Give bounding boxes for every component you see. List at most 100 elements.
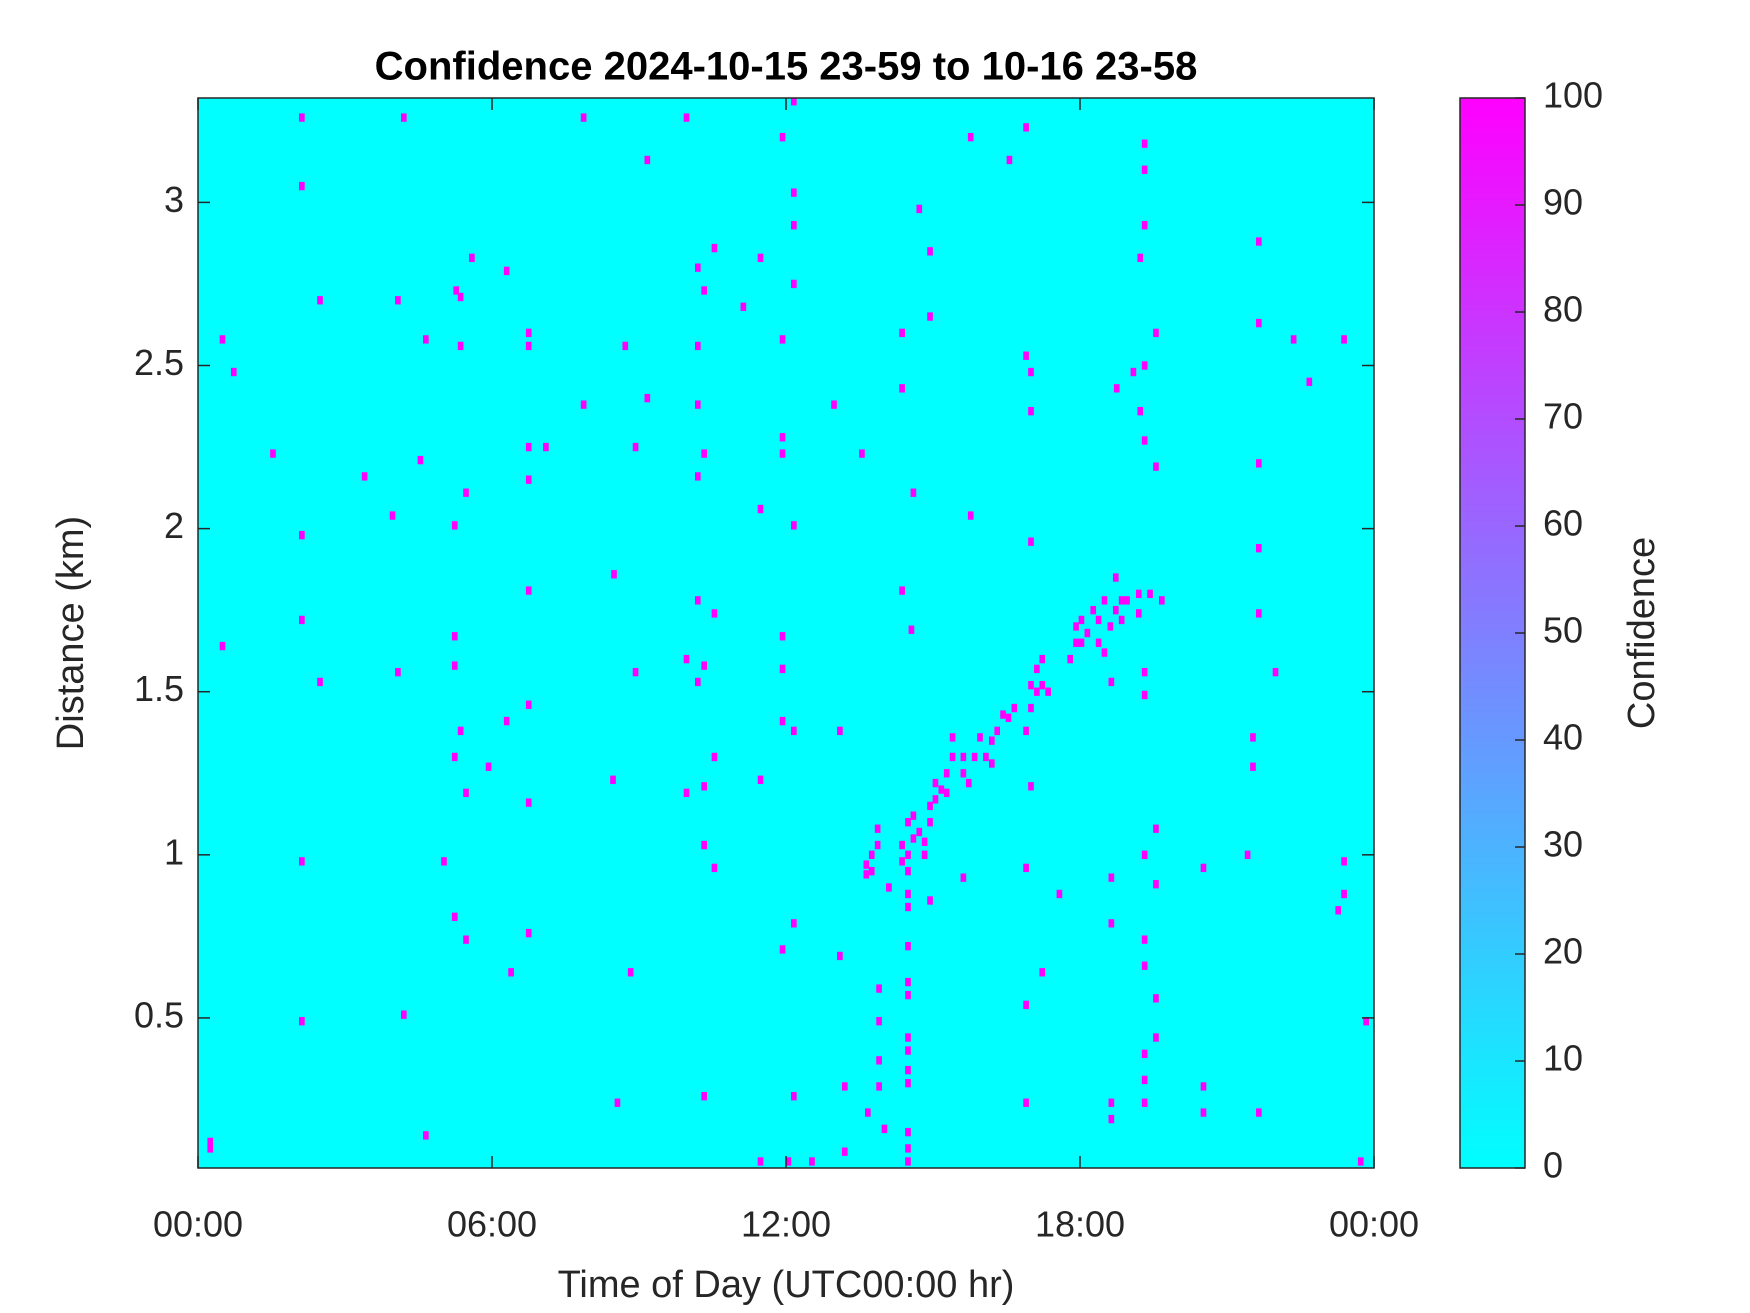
cell xyxy=(299,530,305,540)
cell xyxy=(949,752,956,762)
colorbar-tick-label: 100 xyxy=(1543,75,1603,116)
cell xyxy=(1108,1114,1115,1124)
cell xyxy=(580,113,587,122)
cell xyxy=(868,866,875,876)
cell xyxy=(611,570,617,579)
cell xyxy=(389,511,396,520)
cell xyxy=(701,449,707,458)
cell xyxy=(1141,436,1148,445)
cell xyxy=(876,1056,882,1065)
colorbar-tick-label: 20 xyxy=(1543,931,1583,972)
cell xyxy=(927,896,933,905)
cell xyxy=(230,367,237,377)
cell xyxy=(1141,1098,1148,1107)
cell xyxy=(644,155,651,165)
cell xyxy=(694,400,701,409)
cell xyxy=(1113,384,1120,393)
cell xyxy=(1135,609,1142,618)
cell xyxy=(1141,850,1148,860)
cell xyxy=(863,860,870,869)
cell xyxy=(977,733,983,742)
cell xyxy=(317,296,323,305)
cell xyxy=(1073,622,1079,631)
cell xyxy=(694,677,701,687)
cell xyxy=(543,442,549,452)
cell xyxy=(994,726,1001,736)
cell xyxy=(614,1098,621,1107)
cell xyxy=(1153,880,1159,889)
cell xyxy=(1112,573,1119,582)
cell xyxy=(1141,361,1148,370)
cell xyxy=(525,586,532,595)
cell xyxy=(1153,328,1159,338)
cell xyxy=(400,113,407,122)
cell xyxy=(779,664,786,674)
cell xyxy=(1028,703,1034,713)
cell xyxy=(457,726,464,736)
cell xyxy=(610,775,616,784)
cell xyxy=(1250,762,1256,771)
cell xyxy=(701,840,707,850)
cell xyxy=(905,1033,911,1042)
cell xyxy=(943,769,950,778)
cell xyxy=(791,521,797,530)
cell xyxy=(1039,654,1046,664)
cell xyxy=(757,504,764,514)
cell xyxy=(905,1065,911,1075)
cell xyxy=(441,857,447,866)
cell xyxy=(899,840,905,850)
cell xyxy=(1090,605,1097,615)
cell xyxy=(622,341,629,351)
cell xyxy=(1130,367,1137,377)
cell xyxy=(1023,351,1029,360)
cell xyxy=(874,840,881,850)
cell xyxy=(711,863,718,873)
cell xyxy=(1137,406,1144,416)
cell xyxy=(299,181,305,191)
cell xyxy=(1357,1157,1364,1166)
cell xyxy=(701,661,707,670)
cell xyxy=(463,935,469,944)
cell xyxy=(905,818,911,827)
cell xyxy=(1039,968,1046,977)
cell xyxy=(1147,589,1153,599)
cell xyxy=(988,736,995,745)
cell xyxy=(779,132,786,142)
cell xyxy=(525,442,532,452)
colorbar-tick-label: 60 xyxy=(1543,503,1583,544)
cell xyxy=(965,778,972,788)
cell xyxy=(1028,782,1034,791)
cell xyxy=(1045,687,1051,696)
cell xyxy=(863,870,870,879)
y-tick-label: 2.5 xyxy=(134,342,184,383)
cell xyxy=(1011,703,1018,713)
cell xyxy=(841,1082,848,1091)
cell xyxy=(785,1157,792,1166)
cell xyxy=(971,752,978,762)
colorbar-tick-label: 80 xyxy=(1543,289,1583,330)
cell xyxy=(905,1127,911,1137)
cell xyxy=(463,488,469,497)
cell xyxy=(905,1157,911,1166)
cell xyxy=(683,654,690,664)
cell xyxy=(503,266,510,276)
cell xyxy=(791,726,797,736)
cell xyxy=(943,788,950,798)
cell xyxy=(1056,889,1063,899)
cell xyxy=(1118,596,1125,605)
cell xyxy=(967,511,974,520)
colorbar-tick-label: 50 xyxy=(1543,610,1583,651)
cell xyxy=(1028,406,1034,416)
cell xyxy=(779,433,786,442)
cell xyxy=(905,941,911,951)
cell xyxy=(423,335,429,344)
cell xyxy=(1341,889,1347,899)
cell xyxy=(694,596,701,605)
cell xyxy=(701,286,707,295)
cell xyxy=(1023,123,1029,132)
cell xyxy=(299,615,305,625)
cell xyxy=(1101,648,1108,657)
cell xyxy=(905,866,911,876)
cell xyxy=(525,341,532,351)
